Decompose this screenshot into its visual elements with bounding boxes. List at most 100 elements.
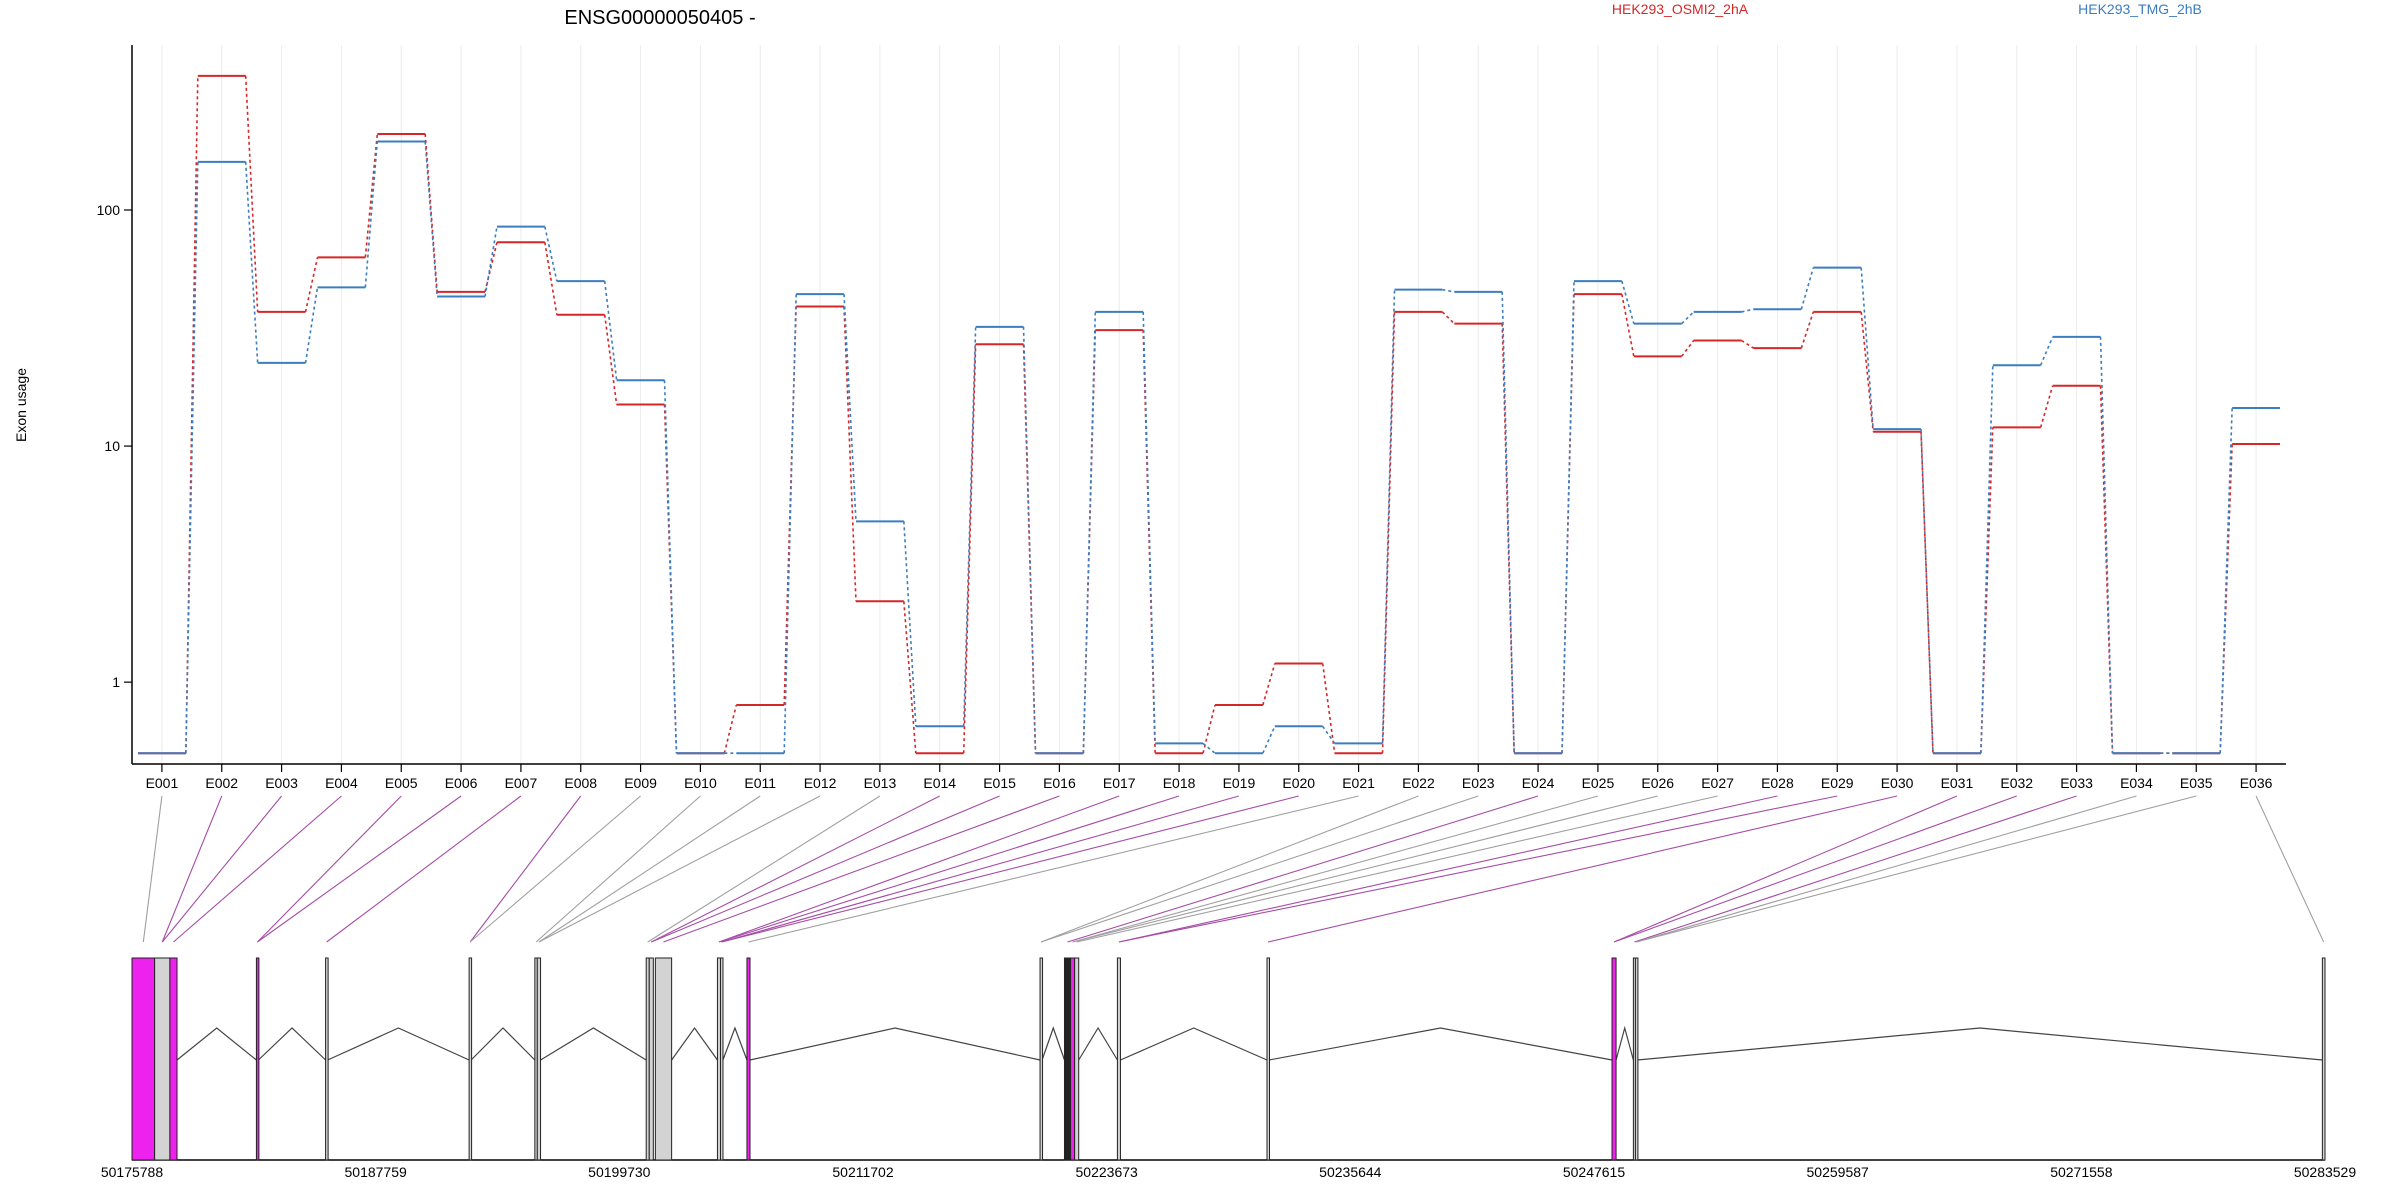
exon-connector	[257, 795, 462, 943]
exon-connector	[1118, 795, 1778, 943]
y-axis-label: Exon usage	[13, 368, 29, 442]
series-0-connector	[544, 242, 558, 315]
exon-connector	[651, 795, 940, 943]
series-0-connector	[2039, 385, 2054, 428]
x-tick-label: E014	[923, 775, 956, 791]
exon-connector	[173, 795, 342, 943]
chart-title: ENSG00000050405 -	[564, 7, 755, 29]
series-1-connector	[1980, 365, 1994, 754]
series-1-connector	[1561, 281, 1575, 754]
y-tick-label: 100	[97, 202, 121, 218]
exon-box	[1611, 957, 1617, 1161]
y-tick-label: 10	[104, 438, 120, 454]
intron-line	[722, 1026, 748, 1061]
exon-connector	[538, 795, 821, 943]
exon-connector	[718, 795, 1180, 943]
intron-line	[1615, 1025, 1634, 1061]
x-tick-label: E031	[1941, 775, 1974, 791]
exon-box	[1116, 957, 1121, 1161]
series-1-connector	[1022, 326, 1037, 754]
series-0-connector	[364, 133, 379, 258]
exon-box	[2321, 957, 2326, 1161]
series-0-connector	[2219, 444, 2233, 754]
exon-box	[325, 957, 329, 1161]
intron-line	[540, 1027, 647, 1061]
exon-connector	[1040, 795, 1479, 943]
series-0-connector	[185, 75, 199, 754]
series-1-connector	[843, 294, 857, 522]
series-1-connector	[1860, 267, 1874, 430]
genome-tick-label: 50247615	[1563, 1164, 1626, 1180]
exon-connector	[1634, 795, 2077, 943]
series-1-connector	[1262, 725, 1276, 754]
intron-line	[327, 1027, 470, 1061]
series-1-connector	[1741, 308, 1754, 313]
x-tick-label: E015	[983, 775, 1016, 791]
genome-tick-label: 50199730	[588, 1164, 651, 1180]
exon-box	[154, 957, 171, 1161]
series-0-connector	[1681, 340, 1695, 357]
series-1-connector	[2219, 407, 2233, 754]
series-0-connector	[1441, 311, 1455, 325]
exon-connector	[1040, 795, 1419, 943]
series-0-connector	[1262, 663, 1276, 706]
exon-connector	[1118, 795, 1838, 943]
genome-tick-label: 50211702	[832, 1164, 893, 1180]
exon-box	[1634, 957, 1639, 1161]
exon-connector	[663, 795, 1060, 943]
intron-line	[749, 1027, 1041, 1061]
x-tick-label: E035	[2180, 775, 2213, 791]
exon-connector	[1067, 795, 1539, 943]
x-tick-label: E034	[2120, 775, 2153, 791]
series-1-connector	[424, 141, 438, 297]
series-0-connector	[1321, 663, 1336, 754]
x-tick-label: E032	[2000, 775, 2033, 791]
series-1-connector	[1920, 429, 1934, 754]
x-tick-label: E028	[1761, 775, 1794, 791]
series-lines	[137, 74, 2281, 755]
series-1-connector	[2039, 336, 2054, 366]
intron-line	[1637, 1027, 2323, 1061]
intron-line	[258, 1027, 327, 1061]
x-tick-label: E006	[445, 775, 478, 791]
x-tick-label: E001	[146, 775, 179, 791]
x-tick-label: E019	[1223, 775, 1256, 791]
y-tick-label: 1	[112, 674, 120, 690]
x-tick-label: E017	[1103, 775, 1136, 791]
series-1-connector	[304, 287, 319, 364]
exon-connector	[748, 795, 1359, 943]
series-1-connector	[1800, 267, 1815, 310]
series-0-connector	[1860, 311, 1874, 432]
exon-connector	[721, 795, 1240, 943]
exon-box	[131, 957, 156, 1161]
exon-connector	[469, 795, 582, 943]
x-tick-label: E018	[1163, 775, 1196, 791]
series-1-connector	[1381, 289, 1396, 744]
exon-connector	[1636, 795, 2137, 943]
x-tick-label: E022	[1402, 775, 1435, 791]
exon-box	[468, 957, 473, 1161]
series-1-connector	[1621, 280, 1635, 324]
exon-connector	[1613, 795, 1958, 943]
exon-box	[1039, 957, 1044, 1161]
series-0-connector	[1381, 311, 1396, 754]
series-1-connector	[962, 326, 977, 727]
intron-line	[470, 1027, 536, 1061]
series-1-connector	[544, 226, 558, 282]
chart-axes: 1 10 100 E001 E002 E003 E004 E005 E006 E007 E008 E0…	[97, 45, 2286, 791]
exon-box	[1074, 957, 1080, 1161]
legend-series-a: HEK293_OSMI2_2hA	[1612, 1, 1749, 17]
x-tick-label: E010	[684, 775, 717, 791]
x-tick-label: E011	[744, 775, 776, 791]
exon-connector	[535, 795, 701, 943]
exon-connector	[161, 795, 223, 943]
x-tick-label: E023	[1462, 775, 1495, 791]
x-tick-label: E009	[624, 775, 657, 791]
series-0-connector	[1202, 704, 1216, 754]
exon-connector	[718, 795, 1120, 943]
series-0-connector	[1800, 311, 1815, 349]
series-0-connector	[1621, 294, 1635, 357]
exon-connectors	[142, 795, 2325, 943]
exon-box	[536, 957, 542, 1161]
